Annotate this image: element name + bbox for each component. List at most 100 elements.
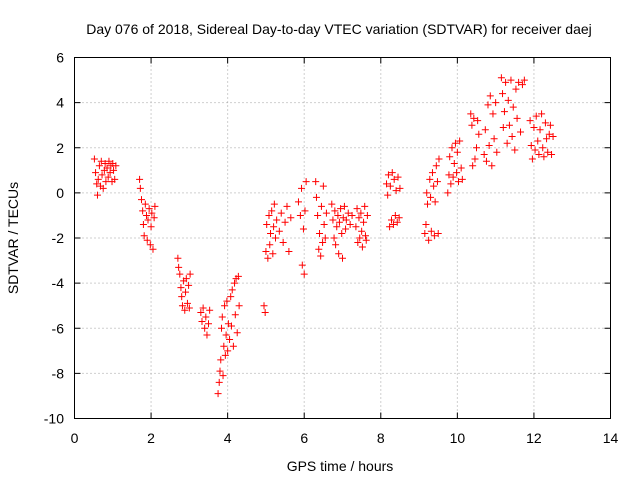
data-point bbox=[268, 207, 276, 215]
data-point bbox=[176, 270, 184, 278]
data-point bbox=[94, 175, 102, 183]
data-point bbox=[260, 302, 268, 310]
data-point bbox=[218, 313, 226, 321]
data-point bbox=[312, 193, 320, 201]
data-point bbox=[390, 175, 398, 183]
data-point bbox=[285, 248, 293, 256]
data-point bbox=[383, 180, 391, 188]
data-point bbox=[457, 164, 465, 172]
data-point bbox=[98, 171, 106, 179]
data-point bbox=[283, 202, 291, 210]
data-point bbox=[386, 223, 394, 231]
data-point bbox=[267, 229, 275, 237]
data-point bbox=[223, 297, 231, 305]
data-point bbox=[541, 119, 549, 127]
data-point bbox=[203, 331, 211, 339]
data-point bbox=[217, 356, 225, 364]
data-point bbox=[548, 151, 556, 159]
y-tick-label: -2 bbox=[52, 230, 65, 246]
data-point bbox=[142, 211, 150, 219]
data-point bbox=[227, 293, 235, 301]
data-point bbox=[355, 214, 363, 222]
data-point bbox=[101, 160, 109, 168]
axis-ticks bbox=[74, 57, 611, 419]
data-point bbox=[425, 236, 433, 244]
data-point bbox=[273, 216, 281, 224]
data-point bbox=[490, 135, 498, 143]
data-point bbox=[144, 216, 152, 224]
data-point bbox=[201, 324, 209, 332]
data-point bbox=[363, 211, 371, 219]
data-point bbox=[393, 218, 401, 226]
data-point bbox=[356, 234, 364, 242]
data-point bbox=[549, 132, 557, 140]
data-point bbox=[423, 200, 431, 208]
data-point bbox=[329, 216, 337, 224]
data-point bbox=[148, 209, 156, 217]
data-point bbox=[322, 209, 330, 217]
data-point bbox=[328, 200, 336, 208]
data-point bbox=[546, 121, 554, 129]
data-point bbox=[93, 191, 101, 199]
data-point bbox=[231, 311, 239, 319]
data-point bbox=[468, 121, 476, 129]
data-point bbox=[312, 178, 320, 186]
data-point bbox=[427, 227, 435, 235]
data-point bbox=[502, 78, 510, 86]
data-point bbox=[149, 245, 157, 253]
data-point bbox=[499, 123, 507, 131]
data-point bbox=[228, 286, 236, 294]
grid-lines bbox=[74, 57, 611, 419]
data-point bbox=[451, 139, 459, 147]
data-point bbox=[423, 189, 431, 197]
data-point bbox=[279, 239, 287, 247]
data-point bbox=[532, 112, 540, 120]
data-point bbox=[218, 324, 226, 332]
x-tick-label: 0 bbox=[71, 430, 79, 446]
data-point bbox=[299, 225, 307, 233]
data-point bbox=[178, 302, 186, 310]
data-point bbox=[330, 234, 338, 242]
data-point bbox=[389, 220, 397, 228]
data-point bbox=[145, 205, 153, 213]
data-point bbox=[317, 202, 325, 210]
data-point bbox=[492, 99, 500, 107]
data-point bbox=[233, 329, 241, 337]
data-point bbox=[489, 110, 497, 118]
data-point bbox=[515, 78, 523, 86]
data-point bbox=[151, 202, 159, 210]
data-point bbox=[234, 272, 242, 280]
data-point bbox=[358, 227, 366, 235]
data-point bbox=[434, 229, 442, 237]
data-point bbox=[216, 367, 224, 375]
data-point bbox=[319, 182, 327, 190]
data-point bbox=[512, 85, 520, 93]
data-point bbox=[361, 202, 369, 210]
data-point bbox=[395, 214, 403, 222]
data-point bbox=[321, 234, 329, 242]
data-point bbox=[503, 139, 511, 147]
data-point bbox=[511, 146, 519, 154]
data-point bbox=[136, 175, 144, 183]
data-points bbox=[90, 74, 557, 398]
data-point bbox=[338, 229, 346, 237]
data-point bbox=[388, 169, 396, 177]
x-tick-labels: 0 2 4 6 8 10 12 14 bbox=[71, 430, 619, 446]
data-point bbox=[206, 306, 214, 314]
data-point bbox=[447, 180, 455, 188]
data-point bbox=[388, 216, 396, 224]
data-point bbox=[509, 103, 517, 111]
data-point bbox=[333, 223, 341, 231]
data-point bbox=[150, 214, 158, 222]
data-point bbox=[231, 279, 239, 287]
data-point bbox=[181, 306, 189, 314]
data-point bbox=[531, 146, 539, 154]
data-point bbox=[272, 234, 279, 242]
data-point bbox=[536, 126, 544, 134]
data-point bbox=[433, 178, 441, 186]
chart-title: Day 076 of 2018, Sidereal Day-to-day VTE… bbox=[86, 21, 592, 37]
data-point bbox=[504, 96, 512, 104]
data-point bbox=[473, 144, 480, 152]
data-point bbox=[220, 342, 228, 350]
